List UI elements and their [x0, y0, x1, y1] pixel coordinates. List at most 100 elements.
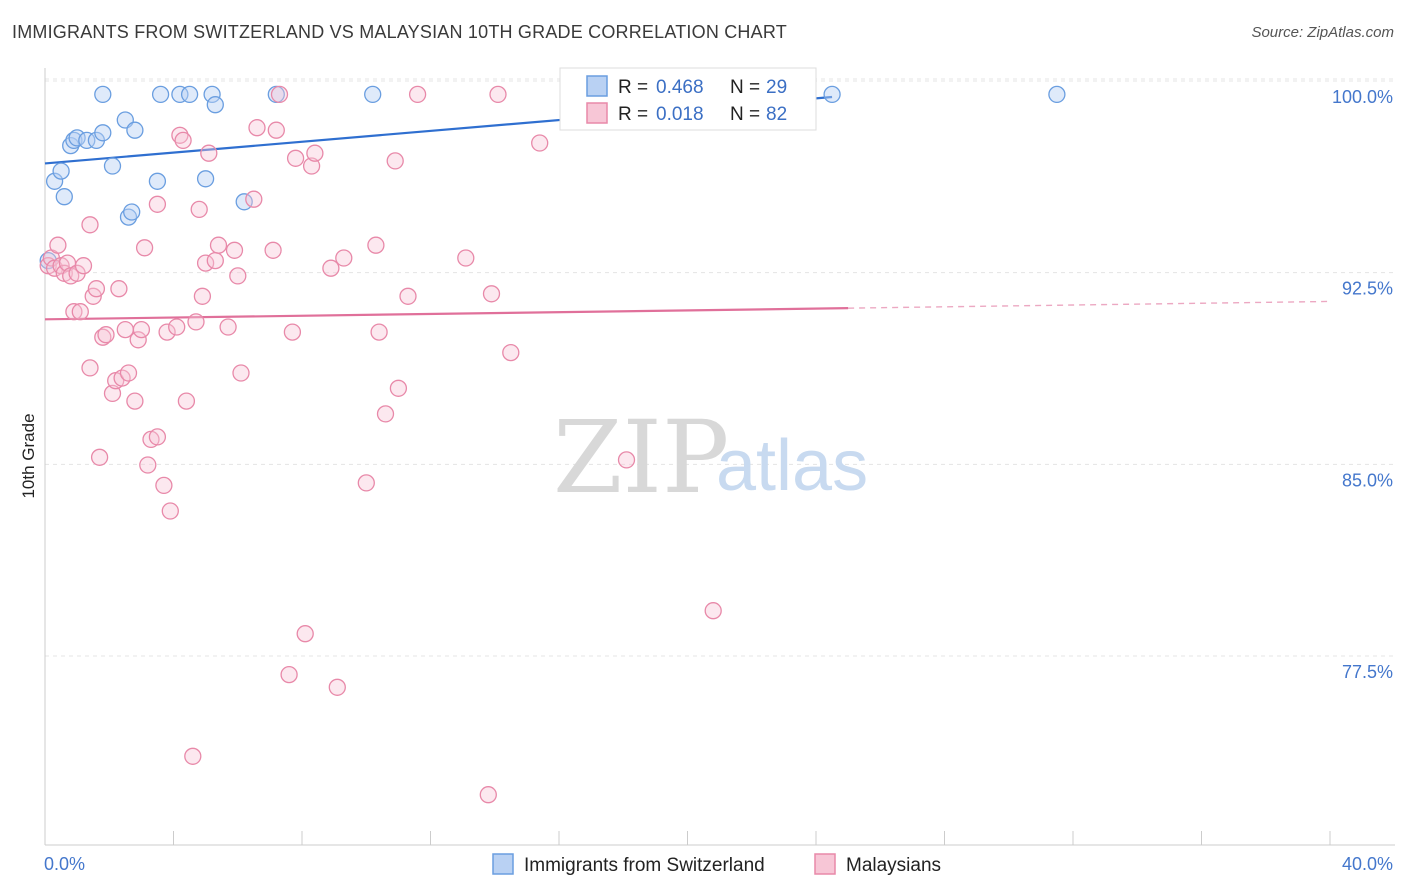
malaysians-point-28 — [135, 239, 154, 257]
malaysians-point-15 — [87, 280, 106, 298]
trend-line-malaysians — [44, 307, 849, 321]
switzerland-point-2 — [52, 162, 70, 180]
malaysians-point-12 — [81, 359, 99, 377]
switzerland-point-28 — [1048, 85, 1066, 104]
switzerland-point-13 — [119, 208, 138, 226]
series-malaysians — [39, 85, 722, 804]
malaysians-point-19 — [103, 384, 122, 403]
malaysians-point-40 — [184, 747, 202, 765]
x-tick-label-0: 0.0% — [44, 854, 85, 874]
malaysians-point-59 — [286, 149, 305, 167]
malaysians-point-3 — [49, 236, 67, 254]
switzerland-point-11 — [103, 157, 122, 175]
y-tick-labels: 77.5% 85.0% 92.5% 100.0% — [1332, 87, 1393, 682]
malaysians-point-25 — [126, 392, 144, 410]
malaysians-point-27 — [132, 320, 151, 339]
malaysians-point-73 — [408, 85, 427, 104]
malaysians-point-77 — [489, 85, 507, 104]
data-points — [39, 85, 1066, 804]
malaysians-point-76 — [482, 285, 501, 303]
switzerland-point-27 — [823, 85, 841, 104]
malaysians-point-53 — [248, 119, 266, 137]
malaysians-point-26 — [129, 331, 147, 349]
malaysians-point-42 — [190, 200, 208, 219]
switzerland-point-9 — [94, 124, 112, 142]
malaysians-point-36 — [168, 318, 186, 336]
malaysians-point-8 — [65, 303, 83, 321]
malaysians-point-71 — [389, 379, 408, 397]
malaysians-point-78 — [502, 343, 520, 362]
malaysians-point-68 — [370, 323, 388, 341]
malaysians-point-69 — [376, 405, 395, 423]
malaysians-point-11 — [74, 257, 93, 275]
trend-line-extension-malaysians — [848, 300, 1331, 309]
malaysians-point-35 — [161, 502, 179, 520]
y-tick-label-0: 77.5% — [1342, 662, 1393, 682]
malaysians-point-38 — [174, 131, 192, 150]
switzerland-point-18 — [171, 85, 189, 104]
switzerland-point-19 — [180, 85, 199, 104]
stats-r-value-switzerland: 0.468 — [656, 77, 704, 98]
watermark: ZIP atlas — [553, 399, 868, 516]
stats-n-value-malaysians: 82 — [766, 104, 787, 125]
malaysians-point-61 — [302, 157, 321, 175]
malaysians-point-81 — [704, 602, 722, 620]
switzerland-point-25 — [364, 85, 382, 104]
switzerland-point-16 — [148, 172, 167, 190]
malaysians-point-34 — [158, 323, 176, 341]
switzerland-point-7 — [78, 131, 96, 150]
x-tick-labels: 0.0% 40.0% — [44, 854, 1393, 874]
malaysians-point-58 — [283, 323, 302, 341]
switzerland-point-1 — [45, 172, 64, 190]
malaysians-point-79 — [531, 134, 549, 152]
malaysians-point-21 — [110, 280, 128, 298]
legend-label-malaysians: Malaysians — [846, 855, 941, 876]
malaysians-point-64 — [328, 678, 346, 696]
malaysians-point-60 — [296, 625, 314, 643]
malaysians-point-67 — [367, 236, 385, 254]
malaysians-point-31 — [148, 428, 167, 446]
stats-n-label-switzerland: N = — [730, 77, 760, 98]
watermark-atlas: atlas — [716, 426, 868, 506]
malaysians-point-18 — [97, 326, 115, 344]
malaysians-point-48 — [219, 318, 237, 336]
malaysians-point-17 — [94, 328, 112, 346]
switzerland-point-3 — [55, 188, 73, 206]
malaysians-point-49 — [225, 241, 244, 259]
switzerland-point-14 — [123, 203, 141, 221]
malaysians-point-50 — [229, 267, 247, 285]
malaysians-point-43 — [193, 287, 212, 305]
malaysians-point-65 — [335, 249, 353, 267]
malaysians-point-63 — [322, 259, 340, 277]
switzerland-point-17 — [151, 85, 170, 104]
malaysians-point-51 — [232, 364, 250, 382]
stats-swatch-switzerland — [586, 75, 608, 97]
malaysians-point-10 — [71, 303, 89, 321]
legend-label-switzerland: Immigrants from Switzerland — [524, 855, 765, 876]
y-axis-label: 10th Grade — [19, 413, 38, 498]
stats-r-value-malaysians: 0.018 — [656, 104, 704, 125]
malaysians-point-41 — [187, 313, 205, 331]
malaysians-point-70 — [386, 152, 404, 170]
malaysians-point-16 — [90, 448, 109, 466]
switzerland-point-20 — [196, 170, 215, 188]
y-tick-label-3: 100.0% — [1332, 87, 1393, 107]
y-tick-label-1: 85.0% — [1342, 470, 1393, 490]
malaysians-point-29 — [139, 456, 157, 474]
stats-r-label-malaysians: R = — [618, 104, 648, 125]
x-tick-label-1: 40.0% — [1342, 854, 1393, 874]
malaysians-point-80 — [617, 451, 636, 469]
malaysians-point-32 — [148, 195, 167, 213]
malaysians-point-66 — [357, 474, 375, 492]
malaysians-point-72 — [399, 287, 417, 305]
series-switzerland — [39, 85, 1066, 270]
switzerland-point-22 — [206, 96, 224, 114]
malaysians-point-46 — [206, 251, 224, 270]
stats-r-label-switzerland: R = — [618, 77, 648, 98]
watermark-zip: ZIP — [553, 399, 729, 516]
malaysians-point-45 — [200, 144, 218, 162]
switzerland-point-23 — [235, 193, 253, 211]
stats-n-label-malaysians: N = — [730, 104, 760, 125]
axes — [44, 68, 1395, 846]
